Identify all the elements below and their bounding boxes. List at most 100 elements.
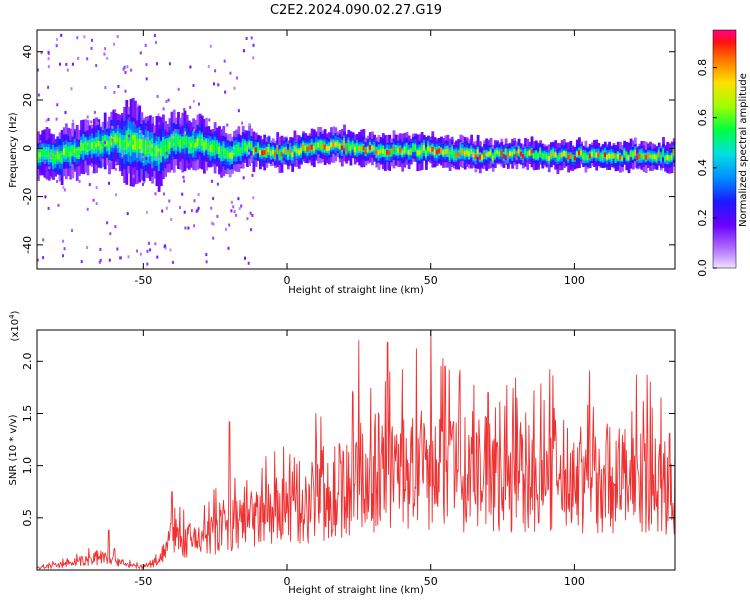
heatmap-cell [248, 123, 251, 126]
heatmap-cell [90, 143, 94, 149]
heatmap-cell [319, 142, 322, 148]
heatmap-cell [304, 145, 307, 151]
heatmap-cell [88, 142, 92, 148]
heatmap-cell [457, 151, 460, 157]
heatmap-cell [189, 65, 192, 69]
heatmap-cell [522, 154, 525, 159]
heatmap-frame [36, 29, 676, 270]
heatmap-cell [138, 130, 141, 134]
heatmap-cell [86, 122, 89, 126]
heatmap-cell [170, 136, 174, 145]
heatmap-cell [271, 149, 275, 155]
heatmap-plot-area [37, 33, 675, 266]
heatmap-cell [108, 159, 111, 163]
heatmap-cell [77, 56, 80, 60]
heatmap-cell [114, 167, 117, 171]
heatmap-cell [552, 151, 555, 156]
heatmap-cell [485, 152, 489, 157]
heatmap-cell [450, 149, 454, 155]
heatmap-cell [194, 142, 197, 148]
heatmap-cell [126, 65, 129, 69]
heatmap-cell [164, 244, 167, 248]
heatmap-cell [509, 151, 512, 156]
heatmap-cell [149, 248, 152, 252]
heatmap-cell [190, 209, 193, 213]
heatmap-cell [381, 148, 385, 154]
heatmap-cell [215, 143, 219, 151]
heatmap-cell [71, 146, 75, 156]
heatmap-cell [252, 43, 255, 47]
heatmap-cell [141, 158, 144, 161]
snr-panel: -50 0 50 100 0.5 1.0 1.5 2.0 Height of straigh… [8, 310, 676, 596]
heatmap-cell [317, 142, 320, 148]
heatmap-cell [132, 183, 135, 187]
heatmap-cell [528, 150, 531, 156]
colorbar-label: Normalized spectral amplitude [738, 73, 749, 227]
heatmap-cell [603, 152, 607, 158]
heatmap-cell [634, 150, 637, 156]
heatmap-cell [586, 155, 590, 161]
heatmap-cell [233, 210, 236, 214]
heatmap-cell [431, 147, 434, 152]
heatmap-cell [481, 155, 484, 161]
heatmap-cell [183, 179, 186, 183]
heatmap-cell [444, 149, 447, 154]
heatmap-cell [183, 108, 186, 111]
heatmap-cell [229, 71, 232, 75]
heatmap-cell [644, 155, 648, 160]
heatmap-cell [247, 151, 250, 155]
heatmap-cell [122, 67, 125, 71]
heatmap-cell [145, 136, 148, 140]
heatmap-cell [192, 141, 195, 147]
heatmap-cell [580, 150, 583, 156]
heatmap-cell [323, 144, 327, 150]
heatmap-cell [554, 152, 557, 158]
heatmap-cell [349, 146, 353, 151]
y-tick-label: 2.0 [21, 353, 34, 371]
heatmap-cell [139, 252, 142, 256]
heatmap-cell [517, 148, 521, 154]
heatmap-cell [470, 149, 473, 155]
heatmap-cell [405, 146, 409, 151]
heatmap-cell [328, 145, 331, 151]
heatmap-cell [174, 128, 177, 132]
heatmap-cell [338, 143, 342, 149]
heatmap-cell [82, 144, 85, 150]
heatmap-cell [44, 195, 47, 199]
heatmap-cell [37, 258, 39, 262]
heatmap-cell [655, 155, 659, 161]
heatmap-cell [71, 171, 74, 175]
heatmap-cell [149, 141, 152, 155]
heatmap-cell [297, 149, 301, 155]
y-tick-label: 0.5 [21, 509, 34, 527]
y-tick-label: 1.0 [21, 457, 34, 475]
heatmap-cell [225, 227, 227, 231]
heatmap-cell [397, 148, 400, 154]
snr-y-ticks: 0.5 1.0 1.5 2.0 [21, 353, 675, 527]
heatmap-cell [57, 203, 60, 207]
heatmap-cell [243, 144, 247, 149]
heatmap-cell [104, 86, 107, 90]
heatmap-cell [121, 142, 124, 147]
heatmap-cell [123, 142, 126, 148]
heatmap-cell [156, 62, 158, 66]
heatmap-cell [245, 37, 248, 40]
heatmap-cell [232, 205, 235, 209]
heatmap-cell [254, 147, 258, 153]
heatmap-cell [236, 76, 238, 80]
heatmap-cell [394, 148, 398, 153]
heatmap-cell [256, 144, 260, 151]
heatmap-cell [145, 63, 148, 67]
heatmap-cell [196, 138, 200, 147]
heatmap-cell [453, 153, 456, 158]
heatmap-cell [293, 146, 297, 151]
heatmap-cell [227, 246, 230, 250]
heatmap-cell [425, 151, 428, 156]
colorbar-tick-label: 0.4 [696, 159, 709, 177]
heatmap-cell [649, 154, 652, 159]
heatmap-cell [99, 247, 102, 251]
heatmap-cell [263, 150, 266, 155]
colorbar-tick-label: 0.0 [696, 259, 709, 277]
heatmap-cell [588, 153, 592, 159]
y-tick-label: 1.5 [21, 405, 34, 423]
